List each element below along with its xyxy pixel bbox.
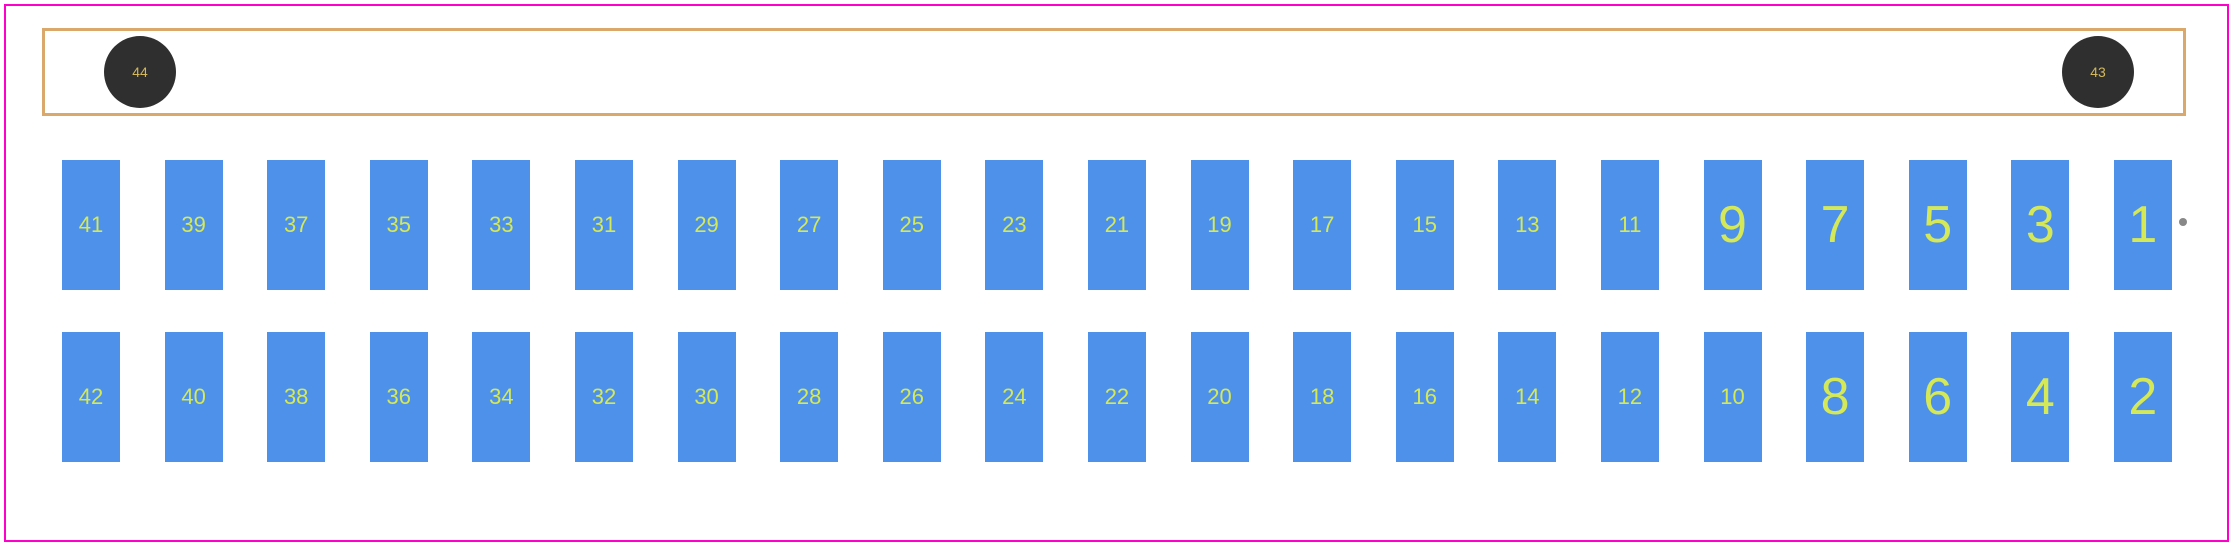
pad-33: 33 [472,160,530,290]
mounting-hole-left-label: 44 [132,64,148,80]
mounting-hole-right-label: 43 [2090,64,2106,80]
pad-29: 29 [678,160,736,290]
pad-label: 15 [1412,212,1436,238]
pad-14: 14 [1498,332,1556,462]
pad-18: 18 [1293,332,1351,462]
pad-label: 4 [2026,367,2055,427]
pad-22: 22 [1088,332,1146,462]
pad-label: 28 [797,384,821,410]
pad-20: 20 [1191,332,1249,462]
pad-31: 31 [575,160,633,290]
pad-row-top: 4139373533312927252321191715131197531 [62,160,2172,290]
pad-label: 17 [1310,212,1334,238]
pin1-marker-icon [2179,218,2187,226]
pad-label: 10 [1720,384,1744,410]
pad-17: 17 [1293,160,1351,290]
pad-label: 40 [181,384,205,410]
pad-label: 19 [1207,212,1231,238]
pad-label: 26 [900,384,924,410]
pad-40: 40 [165,332,223,462]
pad-13: 13 [1498,160,1556,290]
pad-24: 24 [985,332,1043,462]
pad-label: 1 [2128,195,2157,255]
pad-11: 11 [1601,160,1659,290]
pad-5: 5 [1909,160,1967,290]
pad-36: 36 [370,332,428,462]
pad-label: 22 [1105,384,1129,410]
pad-7: 7 [1806,160,1864,290]
pad-label: 2 [2128,367,2157,427]
pad-39: 39 [165,160,223,290]
pad-15: 15 [1396,160,1454,290]
top-outline-rect [42,28,2186,116]
pad-32: 32 [575,332,633,462]
pad-26: 26 [883,332,941,462]
pad-25: 25 [883,160,941,290]
pads-container: 4139373533312927252321191715131197531 42… [62,160,2172,462]
pad-12: 12 [1601,332,1659,462]
pad-row-bottom: 42403836343230282624222018161412108642 [62,332,2172,462]
pad-label: 42 [79,384,103,410]
pad-label: 31 [592,212,616,238]
pad-38: 38 [267,332,325,462]
pad-label: 14 [1515,384,1539,410]
pad-19: 19 [1191,160,1249,290]
pad-8: 8 [1806,332,1864,462]
pad-label: 36 [387,384,411,410]
pad-label: 39 [181,212,205,238]
pad-1: 1 [2114,160,2172,290]
pad-label: 13 [1515,212,1539,238]
pad-label: 20 [1207,384,1231,410]
pad-28: 28 [780,332,838,462]
pad-label: 35 [387,212,411,238]
pad-35: 35 [370,160,428,290]
pad-label: 33 [489,212,513,238]
pad-21: 21 [1088,160,1146,290]
pad-9: 9 [1704,160,1762,290]
pad-label: 37 [284,212,308,238]
mounting-hole-left: 44 [104,36,176,108]
pad-label: 23 [1002,212,1026,238]
pad-label: 7 [1821,195,1850,255]
pad-23: 23 [985,160,1043,290]
pad-label: 25 [900,212,924,238]
pad-37: 37 [267,160,325,290]
pad-label: 18 [1310,384,1334,410]
pad-27: 27 [780,160,838,290]
pad-34: 34 [472,332,530,462]
pad-3: 3 [2011,160,2069,290]
pad-label: 12 [1618,384,1642,410]
mounting-hole-right: 43 [2062,36,2134,108]
pad-label: 34 [489,384,513,410]
pad-label: 41 [79,212,103,238]
pad-label: 5 [1923,195,1952,255]
pad-label: 8 [1821,367,1850,427]
pad-label: 21 [1105,212,1129,238]
pad-label: 11 [1618,212,1641,238]
pad-label: 29 [694,212,718,238]
pad-30: 30 [678,332,736,462]
pad-4: 4 [2011,332,2069,462]
pad-label: 38 [284,384,308,410]
pad-label: 6 [1923,367,1952,427]
pad-42: 42 [62,332,120,462]
pad-label: 9 [1718,195,1747,255]
pad-label: 3 [2026,195,2055,255]
pad-label: 32 [592,384,616,410]
pad-label: 16 [1412,384,1436,410]
pad-6: 6 [1909,332,1967,462]
pad-10: 10 [1704,332,1762,462]
pad-41: 41 [62,160,120,290]
pad-16: 16 [1396,332,1454,462]
pad-label: 27 [797,212,821,238]
pad-label: 24 [1002,384,1026,410]
pad-label: 30 [694,384,718,410]
pad-2: 2 [2114,332,2172,462]
